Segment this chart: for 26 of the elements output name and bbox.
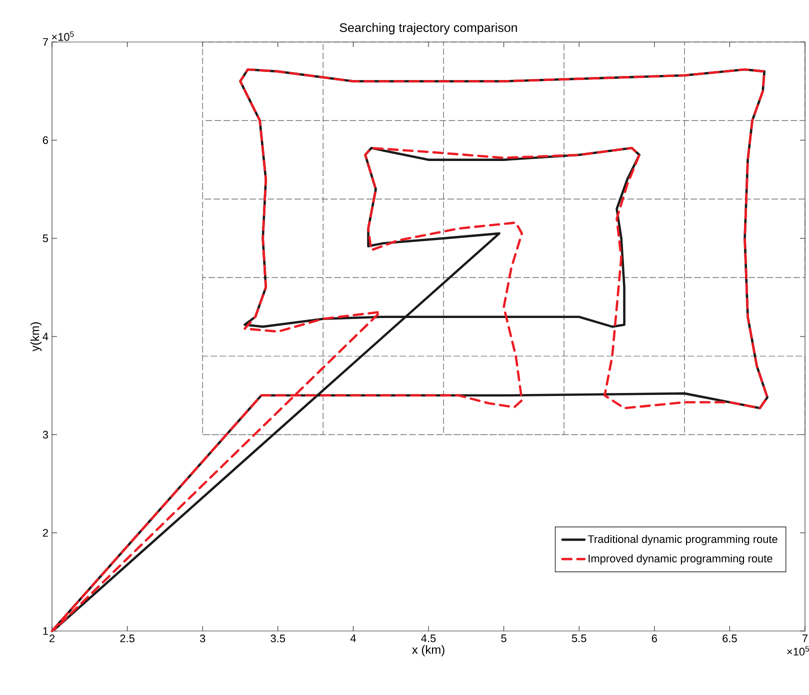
y-tick-label: 3	[42, 430, 48, 439]
y-axis-title: y(km)	[30, 322, 42, 352]
y-tick-label: 6	[42, 136, 48, 144]
x-tick-label: 5	[501, 634, 506, 642]
legend-label: Improved dynamic programming route	[588, 554, 772, 565]
x-tick-label: 2	[50, 634, 54, 642]
text: ×10$^{5}$	[787, 646, 809, 656]
x-tick-label: 3.5	[270, 634, 286, 642]
x-tick-label: 2.5	[120, 634, 134, 642]
chart-title: Searching trajectory comparison	[340, 22, 517, 34]
y-tick-label: 1	[43, 627, 48, 635]
text: ×10$^{5}$	[52, 31, 74, 41]
y-tick-label: 2	[42, 529, 48, 537]
x-tick-label: 6	[652, 634, 657, 642]
x-tick-label: 4	[350, 634, 356, 642]
legend-label: Traditional dynamic programming route	[588, 534, 778, 546]
x-tick-label: 4.5	[421, 634, 436, 642]
line-series	[202, 42, 806, 435]
x-tick-label: 6.5	[722, 634, 737, 642]
x-tick-label: 5.5	[572, 634, 586, 642]
y-tick-label: 5	[42, 234, 48, 242]
x-tick-label: 3	[200, 634, 206, 642]
x-tick-label: 7	[802, 634, 808, 642]
y-tick-label: 7	[42, 38, 48, 46]
x-axis-title: x (km)	[412, 645, 444, 656]
y-tick-label: 4	[42, 332, 48, 340]
